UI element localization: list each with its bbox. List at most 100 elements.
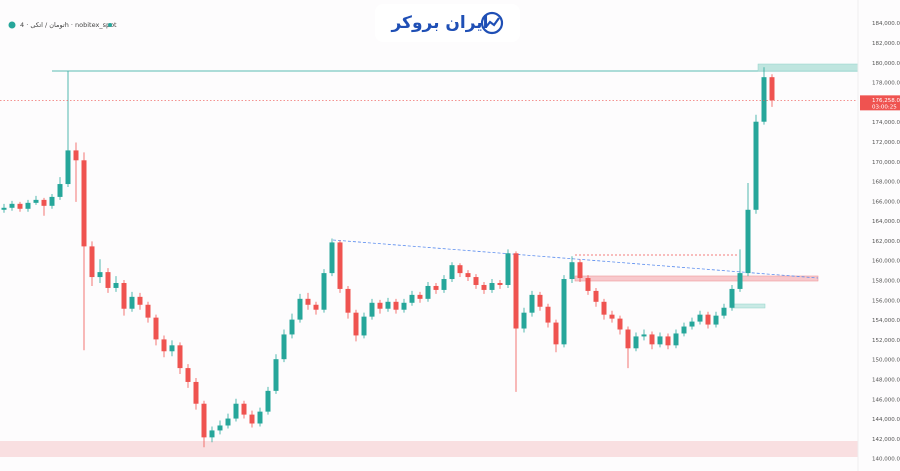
candle-body: [609, 314, 615, 319]
last-price-label: 176,258.00: [872, 98, 900, 104]
y-tick-label: 148,000.00: [872, 377, 900, 383]
candle-body: [481, 284, 487, 290]
candle-body: [121, 282, 127, 309]
candle-body: [713, 315, 719, 325]
candle-body: [625, 329, 631, 349]
candle-body: [361, 316, 367, 336]
candle-body: [657, 336, 663, 345]
candle-body: [433, 285, 439, 290]
candle-body: [137, 296, 143, 305]
y-tick-label: 168,000.00: [872, 180, 900, 186]
candle-body: [377, 302, 383, 309]
candle-body: [225, 418, 231, 426]
candle-body: [33, 199, 39, 203]
candle-body: [465, 273, 471, 278]
candle-body: [641, 334, 647, 337]
candle-body: [177, 345, 183, 369]
supply-zone: [757, 63, 859, 72]
candle-body: [673, 333, 679, 346]
candle-body: [41, 199, 47, 206]
candle-body: [529, 294, 535, 313]
candle-body: [145, 304, 151, 318]
y-tick-label: 172,000.00: [872, 140, 900, 146]
candle-body: [729, 288, 735, 308]
watermark: ایران بروکر: [390, 13, 488, 33]
trend-line: [332, 239, 819, 279]
candle-body: [281, 334, 287, 360]
candle-body: [105, 272, 111, 288]
candle-body: [665, 336, 671, 346]
candle-body: [345, 288, 351, 313]
candle-body: [409, 294, 415, 303]
candle-body: [457, 265, 463, 274]
candle-body: [577, 262, 583, 279]
y-tick-label: 160,000.00: [872, 259, 900, 265]
candle-body: [25, 202, 31, 209]
candle-body: [305, 298, 311, 305]
candle-body: [697, 314, 703, 322]
candle-body: [273, 359, 279, 391]
y-tick-label: 150,000.00: [872, 358, 900, 364]
candle-body: [425, 285, 431, 299]
y-tick-label: 170,000.00: [872, 160, 900, 166]
y-tick-label: 156,000.00: [872, 298, 900, 304]
candle-body: [49, 196, 55, 206]
candle-body: [57, 184, 63, 197]
candle-body: [417, 294, 423, 299]
demand-zone: [730, 303, 766, 309]
logo-icon: [480, 11, 504, 35]
last-price-box: [860, 95, 900, 111]
candle-body: [113, 282, 119, 288]
candle-body: [761, 77, 767, 122]
candle-body: [1, 207, 7, 210]
candle-body: [241, 403, 247, 415]
candle-body: [65, 150, 71, 185]
y-tick-label: 184,000.00: [872, 21, 900, 27]
y-tick-label: 142,000.00: [872, 437, 900, 443]
candle-body: [513, 253, 519, 329]
y-tick-label: 182,000.00: [872, 41, 900, 47]
candle-body: [737, 273, 743, 289]
candle-body: [401, 302, 407, 310]
countdown: 03:00:25: [872, 104, 897, 110]
candle-body: [689, 321, 695, 327]
y-axis: 140,000.00 142,000.00 144,000.00 146,000.00…: [860, 21, 900, 463]
candle-body: [505, 253, 511, 285]
y-tick-label: 162,000.00: [872, 239, 900, 245]
candle-body: [393, 301, 399, 310]
candle-body: [617, 318, 623, 330]
candle-body: [329, 242, 335, 274]
candle-body: [89, 246, 95, 278]
candle-body: [553, 322, 559, 345]
candle-body: [297, 298, 303, 320]
candle-body: [201, 403, 207, 438]
candle-body: [17, 203, 23, 209]
candle-body: [97, 272, 103, 278]
symbol-title: تومان / اتکی · 4h · nobitex_spot: [20, 21, 117, 29]
y-tick-label: 174,000.00: [872, 120, 900, 126]
candle-body: [265, 390, 271, 412]
candle-body: [233, 403, 239, 419]
y-tick-label: 158,000.00: [872, 279, 900, 285]
candle-body: [337, 242, 343, 289]
candle-body: [753, 121, 759, 210]
candle-body: [585, 278, 591, 291]
candle-body: [153, 317, 159, 340]
candle-body: [321, 273, 327, 310]
candle-body: [537, 294, 543, 307]
candle-body: [441, 279, 447, 290]
candle-body: [313, 304, 319, 310]
candle-body: [193, 381, 199, 404]
y-tick-label: 140,000.00: [872, 457, 900, 463]
logo-box: [375, 4, 520, 42]
support-zone: [0, 441, 858, 457]
candle-body: [129, 296, 135, 309]
candle-body: [473, 277, 479, 285]
y-tick-label: 178,000.00: [872, 81, 900, 87]
candle-body: [81, 160, 87, 247]
candle-body: [185, 368, 191, 382]
resistance-zone: [574, 275, 819, 282]
candle-body: [561, 279, 567, 345]
y-tick-label: 154,000.00: [872, 318, 900, 324]
